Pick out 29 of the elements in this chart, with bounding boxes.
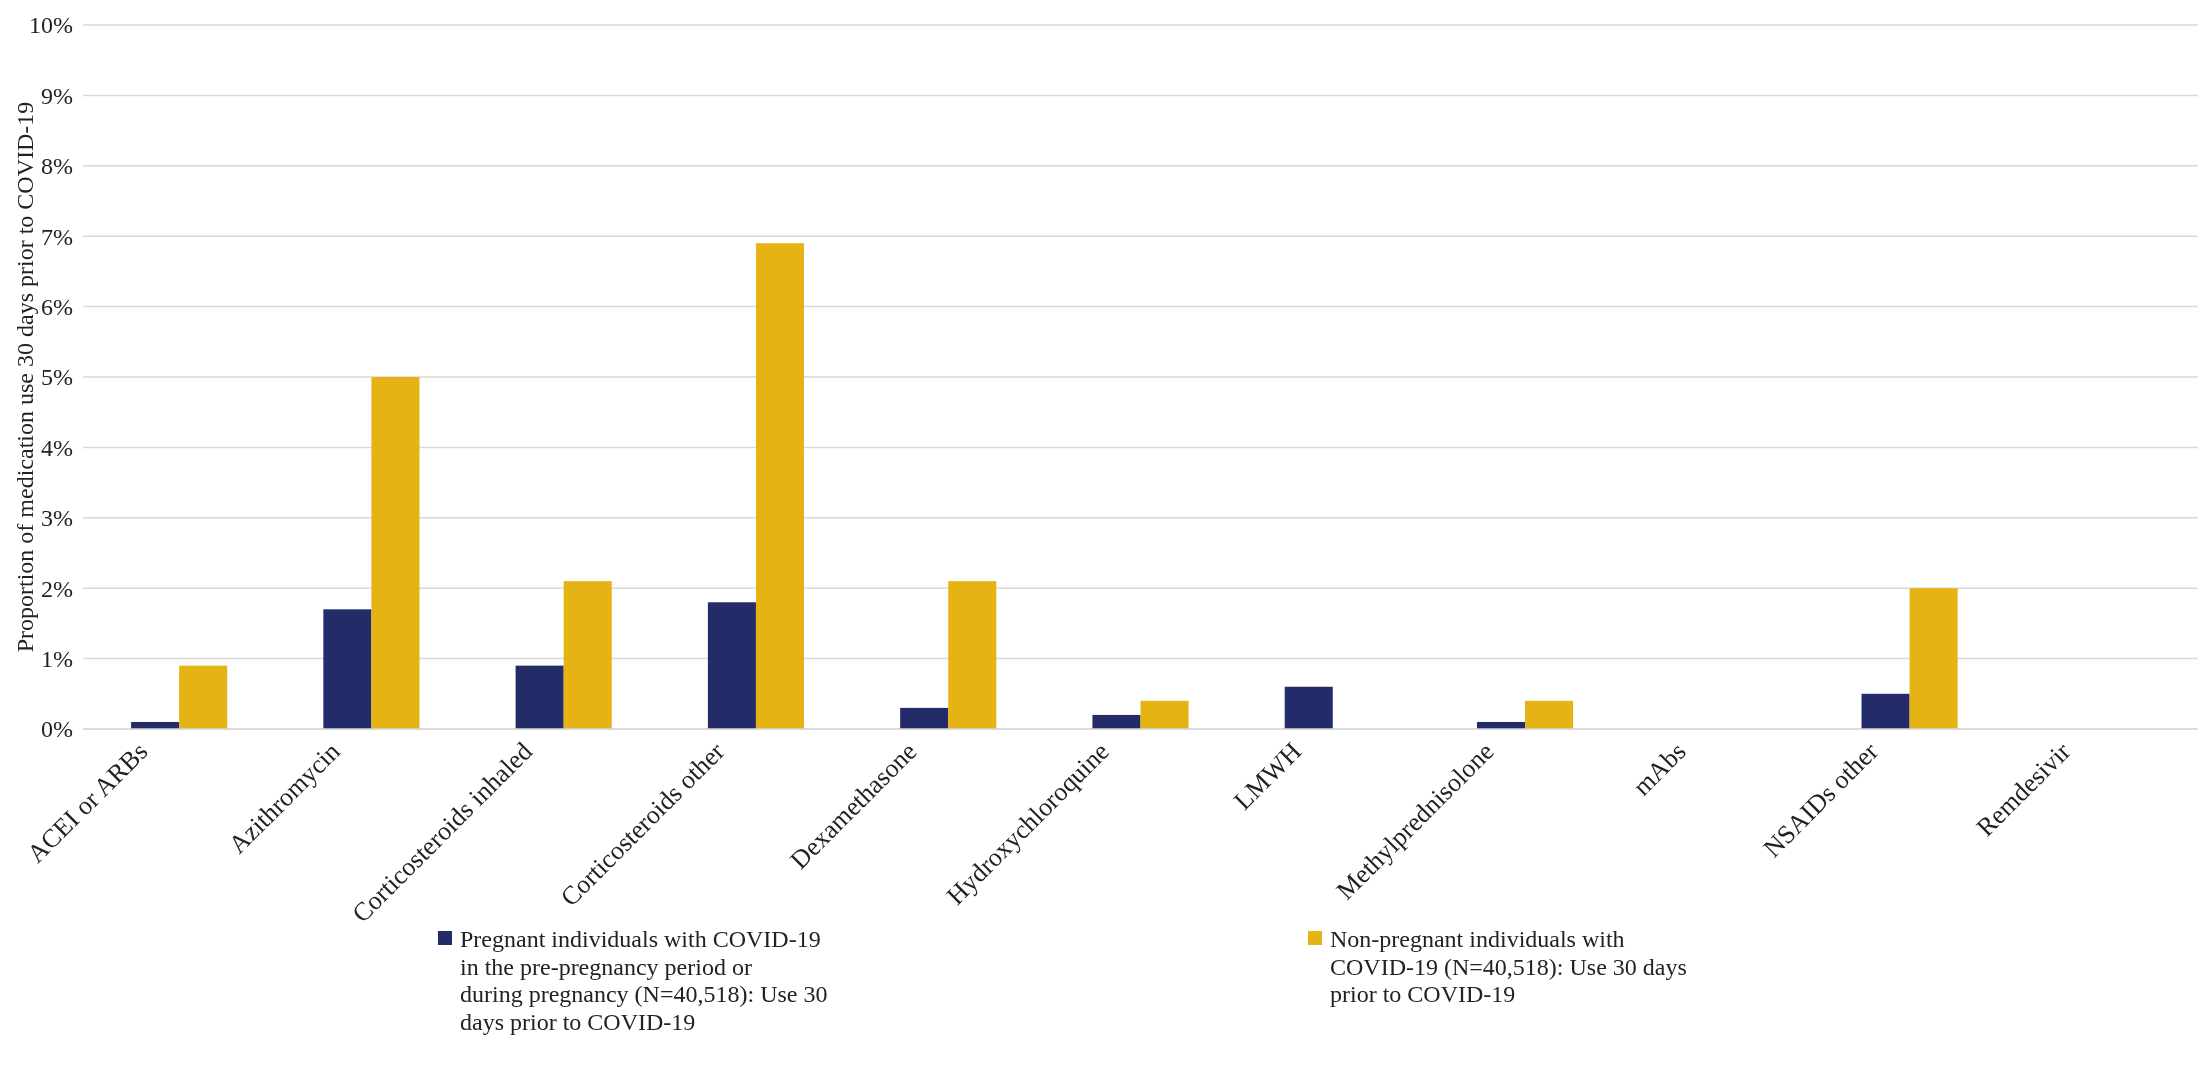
bar xyxy=(323,609,372,729)
bar xyxy=(515,665,564,729)
y-tick-label: 5% xyxy=(41,364,73,391)
bar xyxy=(179,665,228,729)
bar xyxy=(900,707,949,729)
legend-label: Non-pregnant individuals with COVID-19 (N=40,518): Use 30 days prior to COVID-19 xyxy=(1330,926,1687,1008)
y-tick-label: 9% xyxy=(41,82,73,109)
y-axis-title: Proportion of medication use 30 days prior to COVID-19 xyxy=(12,101,38,653)
bar xyxy=(755,243,805,729)
legend-label: Pregnant individuals with COVID-19 in the pre-pregnancy period or during pregnancy (N=40,518): Use 30 days prior to COVID-19 xyxy=(460,926,828,1035)
bar xyxy=(1525,700,1574,729)
y-tick-label: 6% xyxy=(41,294,73,320)
y-tick-label: 10% xyxy=(29,12,73,39)
bar xyxy=(371,377,420,729)
y-tick-label: 1% xyxy=(41,646,73,672)
y-tick-label: 3% xyxy=(41,505,73,532)
bar xyxy=(948,581,997,729)
bar xyxy=(1284,686,1333,729)
y-tick-label: 0% xyxy=(41,716,73,743)
y-tick-label: 4% xyxy=(41,434,73,461)
bar xyxy=(563,581,612,729)
bar xyxy=(1140,700,1189,729)
y-tick-label: 8% xyxy=(41,153,73,180)
bar xyxy=(1909,588,1958,729)
y-tick-label: 7% xyxy=(41,223,73,250)
bar xyxy=(1861,693,1910,729)
bar xyxy=(707,602,756,729)
bar xyxy=(1092,714,1141,729)
y-tick-label: 2% xyxy=(41,575,73,602)
